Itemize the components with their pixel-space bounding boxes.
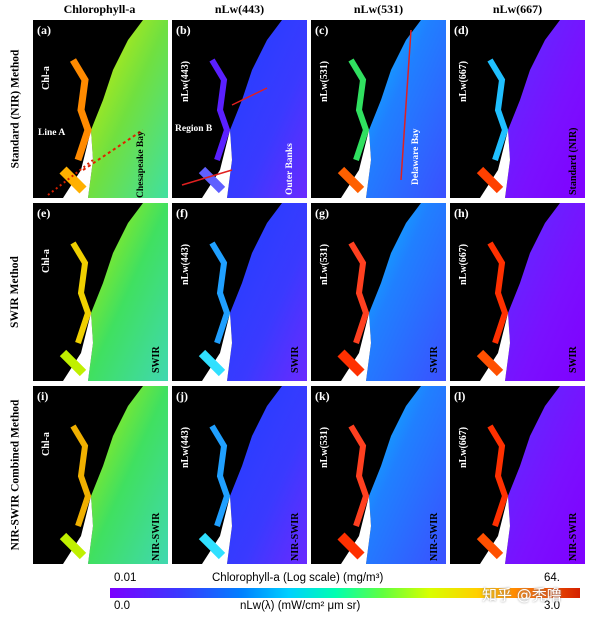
annotation-outer-banks: Outer Banks — [285, 143, 295, 195]
panel-var-label-e: Chl-a — [41, 249, 52, 273]
map-panel-d: (d) nLw(667) Standard (NIR) — [450, 20, 585, 198]
panel-var-label-f: nLw(443) — [180, 243, 191, 285]
panel-method-label-g: SWIR — [429, 346, 440, 373]
panel-var-label-a: Chl-a — [41, 66, 52, 90]
panel-label-h: (h) — [454, 206, 469, 220]
column-header-nlw667: nLw(667) — [492, 2, 543, 16]
watermark: 知乎 @秃噜 — [482, 586, 562, 604]
panel-label-i: (i) — [37, 389, 49, 403]
map-panel-f: (f) nLw(443) SWIR — [172, 203, 307, 381]
panel-var-label-j: nLw(443) — [180, 426, 191, 468]
map-panel-h: (h) nLw(667) SWIR — [450, 203, 585, 381]
map-panel-e: (e) Chl-a SWIR — [33, 203, 168, 381]
row-header-swir: SWIR Method — [9, 256, 22, 328]
panel-label-f: (f) — [176, 206, 188, 220]
panel-method-label-h: SWIR — [568, 346, 579, 373]
panel-var-label-h: nLw(667) — [458, 243, 469, 285]
row-header-standard: Standard (NIR) Method — [9, 49, 21, 169]
map-panel-j: (j) nLw(443) NIR-SWIR — [172, 386, 307, 564]
colorbar-nlw-min: 0.0 — [114, 600, 130, 612]
panel-method-label-k: NIR-SWIR — [429, 512, 440, 561]
panel-var-label-g: nLw(531) — [319, 243, 330, 285]
panel-label-b: (b) — [176, 23, 191, 37]
map-panel-b: (b) nLw(443) Region B Outer Banks — [172, 20, 307, 198]
annotation-line-a: Line A — [38, 128, 66, 138]
panel-var-label-b: nLw(443) — [180, 60, 191, 102]
panel-var-label-k: nLw(531) — [319, 426, 330, 468]
panel-var-label-l: nLw(667) — [458, 426, 469, 468]
panel-method-label-i: NIR-SWIR — [151, 512, 162, 561]
map-panel-l: (l) nLw(667) NIR-SWIR — [450, 386, 585, 564]
panel-label-a: (a) — [37, 23, 51, 37]
map-panel-i: (i) Chl-a NIR-SWIR — [33, 386, 168, 564]
panel-label-c: (c) — [315, 23, 329, 37]
panel-label-g: (g) — [315, 206, 329, 220]
map-panel-g: (g) nLw(531) SWIR — [311, 203, 446, 381]
colorbar-nlw-max: 3.0 — [544, 600, 560, 612]
colorbar-nlw-title: nLw(λ) (mW/cm² μm sr) — [240, 600, 361, 612]
colorbar-chl-min: 0.01 — [114, 572, 137, 584]
map-panel-c: (c) nLw(531) Delaware Bay — [311, 20, 446, 198]
panel-label-l: (l) — [454, 389, 466, 403]
column-header-nlw443: nLw(443) — [214, 2, 265, 16]
panel-label-e: (e) — [37, 206, 51, 220]
panel-var-label-i: Chl-a — [41, 432, 52, 456]
panel-var-label-d: nLw(667) — [458, 60, 469, 102]
map-panel-a: (a) Chl-a Line A Chesapeake Bay — [33, 20, 168, 198]
column-header-chlorophyll: Chlorophyll-a — [63, 2, 136, 16]
column-header-nlw531: nLw(531) — [353, 2, 404, 16]
colorbar-chl-title: Chlorophyll-a (Log scale) (mg/m³) — [212, 572, 384, 584]
annotation-region-b: Region B — [175, 124, 213, 134]
annotation-delaware-bay: Delaware Bay — [411, 128, 421, 185]
colorbar-chl-max: 64. — [544, 572, 560, 584]
panel-label-j: (j) — [176, 389, 188, 403]
colorbar-gradient — [110, 588, 580, 598]
panel-method-label-l: NIR-SWIR — [568, 512, 579, 561]
colorbar-legend: 0.01 Chlorophyll-a (Log scale) (mg/m³) 6… — [100, 570, 600, 621]
panel-method-label-d: Standard (NIR) — [568, 127, 579, 195]
panel-method-label-f: SWIR — [290, 346, 301, 373]
panel-label-d: (d) — [454, 23, 469, 37]
row-header-nir-swir: NIR-SWIR Combined Method — [9, 399, 22, 551]
panel-var-label-c: nLw(531) — [319, 60, 330, 102]
annotation-chesapeake-bay: Chesapeake Bay — [136, 131, 146, 198]
panel-label-k: (k) — [315, 389, 330, 403]
panel-method-label-e: SWIR — [151, 346, 162, 373]
map-panel-k: (k) nLw(531) NIR-SWIR — [311, 386, 446, 564]
panel-method-label-j: NIR-SWIR — [290, 512, 301, 561]
